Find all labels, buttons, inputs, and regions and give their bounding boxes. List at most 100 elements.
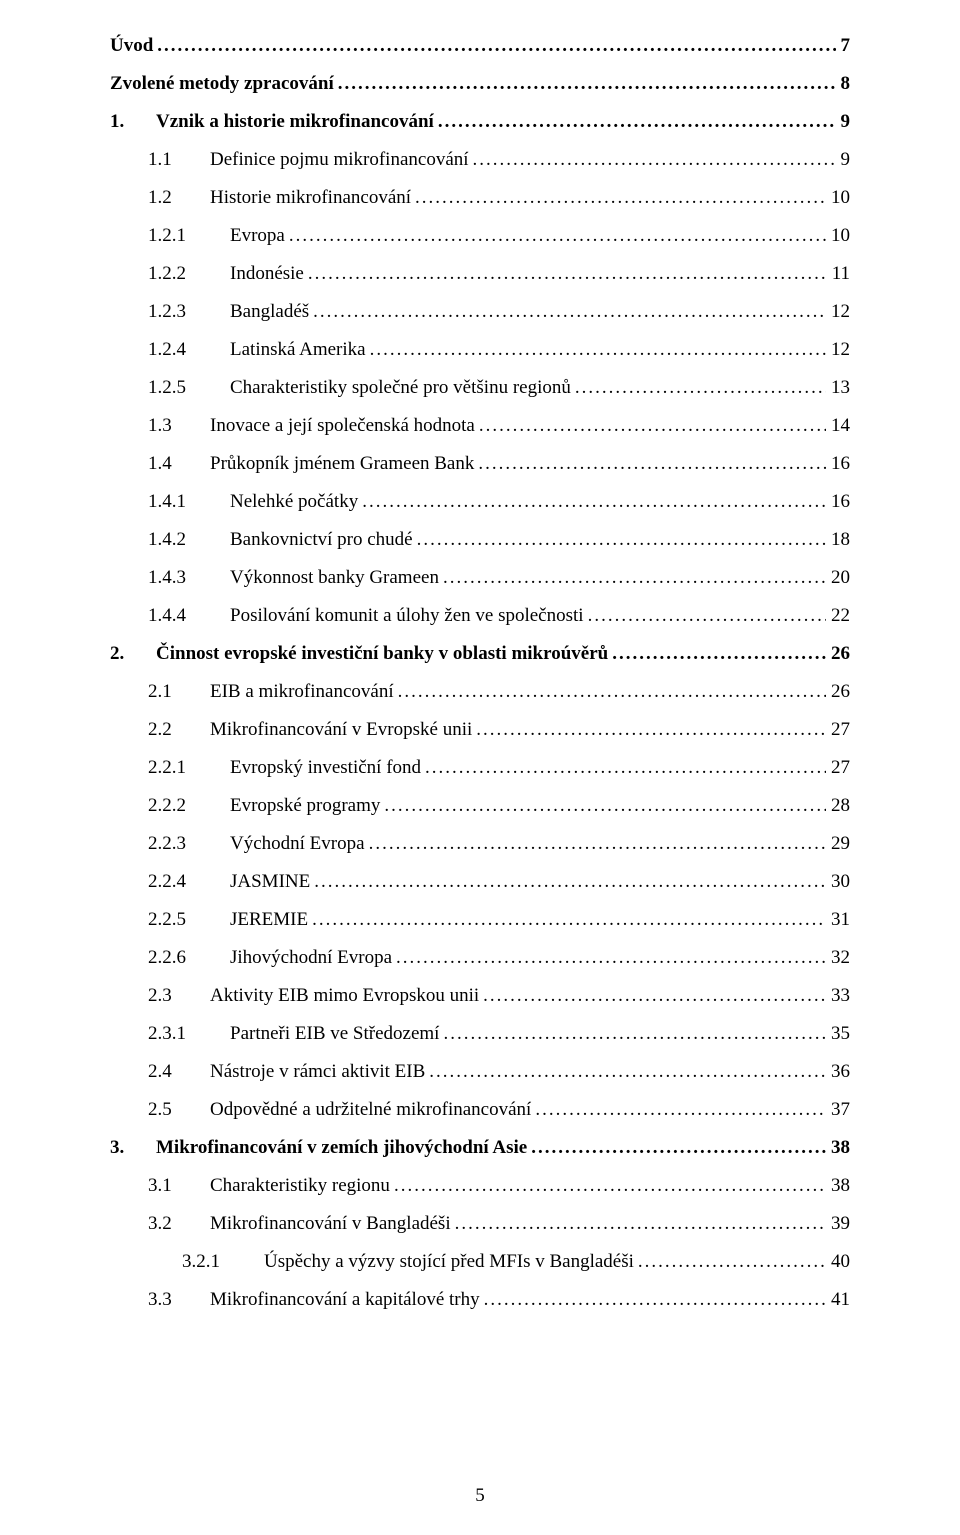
toc-entry: 2.1EIB a mikrofinancování 26 bbox=[110, 682, 850, 720]
toc-leader-dots bbox=[473, 150, 836, 169]
toc-leader-dots bbox=[535, 1100, 826, 1119]
toc-entry-title: Bankovnictví pro chudé bbox=[230, 530, 413, 549]
toc-entry-number: 1. bbox=[110, 112, 156, 131]
toc-entry: 3.1Charakteristiky regionu 38 bbox=[110, 1176, 850, 1214]
toc-leader-dots bbox=[612, 644, 826, 663]
toc-entry: 3.3Mikrofinancování a kapitálové trhy 41 bbox=[110, 1290, 850, 1328]
toc-entry-title: Posilování komunit a úlohy žen ve společ… bbox=[230, 606, 584, 625]
toc-entry: 1.2.4Latinská Amerika 12 bbox=[110, 340, 850, 378]
toc-entry-page: 35 bbox=[826, 1024, 850, 1043]
toc-leader-dots bbox=[476, 720, 826, 739]
toc-entry-number: 1.4.2 bbox=[148, 530, 230, 549]
toc-entry-page: 8 bbox=[836, 74, 850, 93]
toc-entry-title: Mikrofinancování v zemích jihovýchodní A… bbox=[156, 1138, 527, 1157]
toc-entry-number: 2.2.5 bbox=[148, 910, 230, 929]
toc-leader-dots bbox=[438, 112, 836, 131]
toc-entry-page: 13 bbox=[826, 378, 850, 397]
toc-leader-dots bbox=[443, 1024, 826, 1043]
toc-entry-number: 1.2.3 bbox=[148, 302, 230, 321]
toc-entry-title: EIB a mikrofinancování bbox=[210, 682, 394, 701]
toc-entry-number: 2.2.6 bbox=[148, 948, 230, 967]
toc-entry-title: Indonésie bbox=[230, 264, 304, 283]
toc-entry-page: 10 bbox=[826, 226, 850, 245]
toc-entry-page: 32 bbox=[826, 948, 850, 967]
toc-leader-dots bbox=[384, 796, 826, 815]
toc-entry-number: 2.3.1 bbox=[148, 1024, 230, 1043]
toc-entry-title: Evropské programy bbox=[230, 796, 380, 815]
toc-leader-dots bbox=[478, 454, 826, 473]
toc-entry-number: 1.4.1 bbox=[148, 492, 230, 511]
toc-entry-page: 37 bbox=[826, 1100, 850, 1119]
toc-entry-number: 3. bbox=[110, 1138, 156, 1157]
toc-leader-dots bbox=[289, 226, 826, 245]
toc-entry: 1.4.1Nelehké počátky 16 bbox=[110, 492, 850, 530]
toc-entry-number: 2.1 bbox=[148, 682, 210, 701]
toc-entry: 1.2.2Indonésie 11 bbox=[110, 264, 850, 302]
toc-entry-page: 16 bbox=[826, 454, 850, 473]
toc-leader-dots bbox=[531, 1138, 826, 1157]
toc-leader-dots bbox=[588, 606, 827, 625]
toc-entry-title: Latinská Amerika bbox=[230, 340, 366, 359]
toc-entry-page: 38 bbox=[826, 1176, 850, 1195]
toc-entry: 1.3Inovace a její společenská hodnota 14 bbox=[110, 416, 850, 454]
toc-leader-dots bbox=[417, 530, 827, 549]
toc-entry-title: Partneři EIB ve Středozemí bbox=[230, 1024, 439, 1043]
toc-entry-page: 26 bbox=[826, 644, 850, 663]
toc-entry: 1.Vznik a historie mikrofinancování 9 bbox=[110, 112, 850, 150]
toc-entry-title: Evropský investiční fond bbox=[230, 758, 421, 777]
toc-leader-dots bbox=[483, 986, 826, 1005]
toc-entry-number: 3.2.1 bbox=[182, 1252, 264, 1271]
toc-leader-dots bbox=[429, 1062, 826, 1081]
toc-entry-title: JASMINE bbox=[230, 872, 310, 891]
toc-entry: 2.2.2Evropské programy 28 bbox=[110, 796, 850, 834]
toc-entry-page: 14 bbox=[826, 416, 850, 435]
toc-entry-page: 18 bbox=[826, 530, 850, 549]
toc-leader-dots bbox=[362, 492, 826, 511]
toc-entry: 2.3Aktivity EIB mimo Evropskou unii 33 bbox=[110, 986, 850, 1024]
toc-entry-page: 10 bbox=[826, 188, 850, 207]
toc-entry-number: 2.2.3 bbox=[148, 834, 230, 853]
toc-leader-dots bbox=[338, 74, 836, 93]
toc-entry: Úvod 7 bbox=[110, 36, 850, 74]
toc-entry-number: 2.5 bbox=[148, 1100, 210, 1119]
toc-entry: 1.4.2Bankovnictví pro chudé 18 bbox=[110, 530, 850, 568]
toc-entry-title: Vznik a historie mikrofinancování bbox=[156, 112, 434, 131]
toc-entry-page: 7 bbox=[836, 36, 850, 55]
toc-entry-page: 9 bbox=[836, 112, 850, 131]
toc-entry-page: 27 bbox=[826, 758, 850, 777]
toc-leader-dots bbox=[369, 834, 827, 853]
toc-entry-number: 1.2.2 bbox=[148, 264, 230, 283]
toc-leader-dots bbox=[638, 1252, 826, 1271]
toc-entry: 1.4Průkopník jménem Grameen Bank 16 bbox=[110, 454, 850, 492]
toc-entry-page: 40 bbox=[826, 1252, 850, 1271]
toc-entry-number: 3.1 bbox=[148, 1176, 210, 1195]
toc-leader-dots bbox=[394, 1176, 826, 1195]
toc-entry-page: 22 bbox=[826, 606, 850, 625]
toc-entry-page: 12 bbox=[826, 340, 850, 359]
toc-entry: 1.1Definice pojmu mikrofinancování 9 bbox=[110, 150, 850, 188]
toc-entry-title: Výkonnost banky Grameen bbox=[230, 568, 439, 587]
toc-entry-title: Historie mikrofinancování bbox=[210, 188, 411, 207]
toc-entry-title: Aktivity EIB mimo Evropskou unii bbox=[210, 986, 479, 1005]
toc-leader-dots bbox=[157, 36, 835, 55]
table-of-contents: Úvod 7Zvolené metody zpracování 81.Vznik… bbox=[110, 36, 850, 1328]
toc-entry-title: Mikrofinancování v Evropské unii bbox=[210, 720, 472, 739]
toc-entry: 2.2.5JEREMIE 31 bbox=[110, 910, 850, 948]
toc-entry: 2.2.3Východní Evropa 29 bbox=[110, 834, 850, 872]
toc-entry-number: 2.3 bbox=[148, 986, 210, 1005]
toc-entry-number: 1.3 bbox=[148, 416, 210, 435]
toc-entry-title: Činnost evropské investiční banky v obla… bbox=[156, 644, 608, 663]
toc-entry: 2.Činnost evropské investiční banky v ob… bbox=[110, 644, 850, 682]
toc-entry-page: 31 bbox=[826, 910, 850, 929]
toc-entry-page: 38 bbox=[826, 1138, 850, 1157]
toc-leader-dots bbox=[370, 340, 827, 359]
toc-entry-number: 1.4.4 bbox=[148, 606, 230, 625]
toc-entry-title: Bangladéš bbox=[230, 302, 309, 321]
toc-leader-dots bbox=[575, 378, 826, 397]
toc-entry-page: 36 bbox=[826, 1062, 850, 1081]
toc-entry-number: 2.2 bbox=[148, 720, 210, 739]
toc-entry-title: Definice pojmu mikrofinancování bbox=[210, 150, 469, 169]
toc-entry-title: Odpovědné a udržitelné mikrofinancování bbox=[210, 1100, 531, 1119]
toc-entry-page: 27 bbox=[826, 720, 850, 739]
toc-entry: 2.5Odpovědné a udržitelné mikrofinancová… bbox=[110, 1100, 850, 1138]
